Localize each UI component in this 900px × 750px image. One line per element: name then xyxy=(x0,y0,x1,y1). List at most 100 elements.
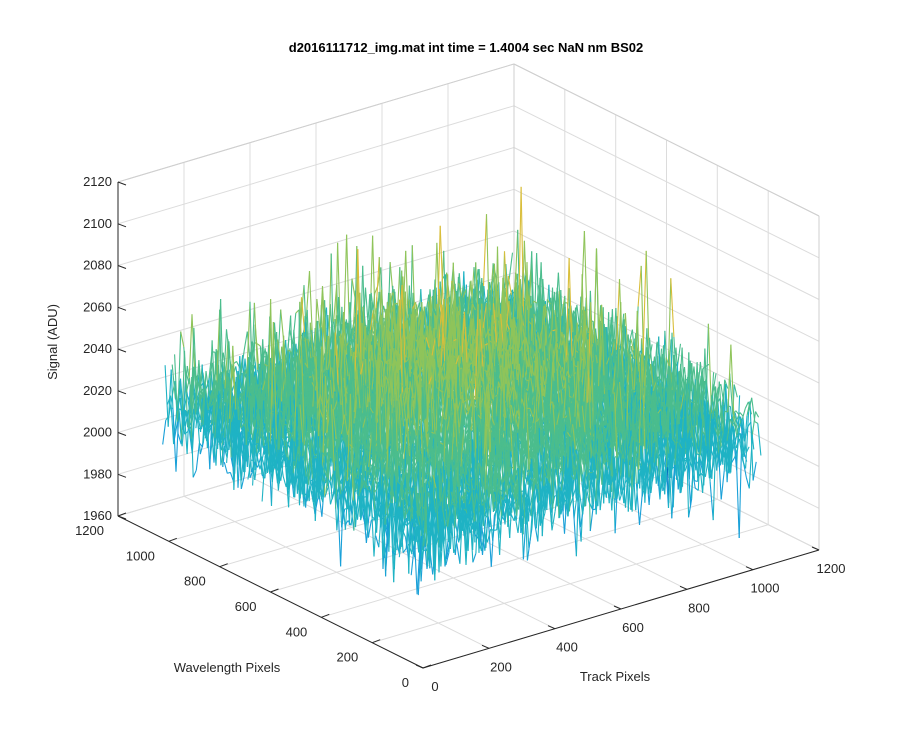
surface-segment xyxy=(224,339,229,389)
surface-segment xyxy=(381,289,386,362)
surface-segment xyxy=(195,396,200,429)
surface-segment xyxy=(231,421,236,451)
surface-segment xyxy=(394,302,398,305)
surface-segment xyxy=(286,315,292,357)
surface-segment xyxy=(195,442,200,471)
surface-segment xyxy=(171,364,176,399)
surface-segment xyxy=(439,225,444,305)
surface-segment xyxy=(277,339,282,364)
surface-segment xyxy=(220,446,225,466)
surface-segment xyxy=(172,408,177,472)
surface-segment xyxy=(267,366,272,435)
surface-segment xyxy=(221,437,226,451)
surface-segment xyxy=(507,275,512,295)
surface-segment xyxy=(255,383,260,393)
surface-segment xyxy=(316,298,321,329)
surface-segment xyxy=(533,300,537,304)
surface-segment xyxy=(208,362,213,379)
surface-segment xyxy=(246,301,251,374)
surface-segment xyxy=(233,430,238,455)
surface-segment xyxy=(196,401,201,420)
surface-segment xyxy=(186,384,191,455)
surface-segment xyxy=(192,408,198,423)
surface-segment xyxy=(238,374,243,390)
wall-grid-z-right xyxy=(513,230,820,384)
surface-segment xyxy=(228,421,233,451)
surface-segment xyxy=(221,388,226,432)
surface-segment xyxy=(209,384,214,405)
surface-segment xyxy=(219,384,224,409)
surface-segment xyxy=(188,376,193,429)
surface-segment xyxy=(177,404,182,440)
surface-segment xyxy=(226,418,231,463)
surface-segment xyxy=(487,311,492,328)
surface-segment xyxy=(227,471,231,474)
surface-segment xyxy=(192,469,197,478)
surface-segment xyxy=(207,424,212,432)
surface-segment xyxy=(169,395,175,445)
surface-segment xyxy=(221,406,226,433)
surface xyxy=(162,186,762,596)
box-edge xyxy=(513,63,820,217)
floor-grid-y xyxy=(321,498,718,618)
surface-segment xyxy=(206,430,211,442)
surface-segment xyxy=(203,421,208,442)
surface-segment xyxy=(188,314,193,384)
surface-segment xyxy=(462,288,467,298)
surface-segment xyxy=(185,377,191,393)
surface-segment xyxy=(177,433,182,445)
floor-grid-y xyxy=(372,524,769,644)
surface-segment xyxy=(217,394,222,466)
surface-segment xyxy=(214,394,219,438)
surface-segment xyxy=(183,346,188,392)
surface-segment xyxy=(164,365,169,427)
surface-segment xyxy=(193,367,198,414)
surface-segment xyxy=(205,377,210,426)
surface-segment xyxy=(179,378,185,416)
surface-segment xyxy=(240,475,245,490)
wall-grid-z-left xyxy=(117,147,515,266)
surface-segment xyxy=(202,371,207,425)
surface-segment xyxy=(198,396,203,418)
surface-segment xyxy=(218,372,223,391)
surface-segment xyxy=(162,420,167,445)
surface-segment xyxy=(244,375,249,420)
surface-segment xyxy=(241,418,246,440)
surface-segment xyxy=(254,324,259,364)
surface-segment xyxy=(216,309,221,383)
wall-grid-z-left xyxy=(117,230,515,350)
surface-segment xyxy=(216,418,221,450)
surface-segment xyxy=(223,462,228,474)
surface-segment xyxy=(225,382,230,442)
surface-segment xyxy=(308,271,314,342)
surface-segment xyxy=(207,393,212,411)
surface-segment xyxy=(197,393,202,399)
surface-segment xyxy=(266,372,271,434)
surface-segment xyxy=(175,409,180,472)
surface-segment xyxy=(468,296,473,312)
surface-segment xyxy=(204,418,209,439)
surface-segment xyxy=(264,363,268,367)
surface-segment xyxy=(180,331,185,348)
surface-segment xyxy=(210,387,215,394)
surface-segment xyxy=(184,409,190,427)
surface-segment xyxy=(239,406,244,421)
surface-segment xyxy=(190,367,195,439)
surface-segment xyxy=(508,252,514,278)
surface-segment xyxy=(415,302,420,316)
surface-segment xyxy=(351,290,356,348)
surface-segment xyxy=(236,419,241,455)
surface-segment xyxy=(199,388,204,394)
surface-segment xyxy=(229,345,234,419)
wall-grid-z-right xyxy=(513,188,820,342)
surface-segment xyxy=(233,410,239,465)
surface-segment xyxy=(425,294,430,314)
surface-segment xyxy=(263,372,268,401)
surface-segment xyxy=(200,385,205,398)
wall-grid-z-left xyxy=(117,105,515,225)
surface-segment xyxy=(243,331,248,350)
surface-segment xyxy=(485,214,491,332)
surface-segment xyxy=(205,371,210,395)
surface-segment xyxy=(257,457,262,468)
